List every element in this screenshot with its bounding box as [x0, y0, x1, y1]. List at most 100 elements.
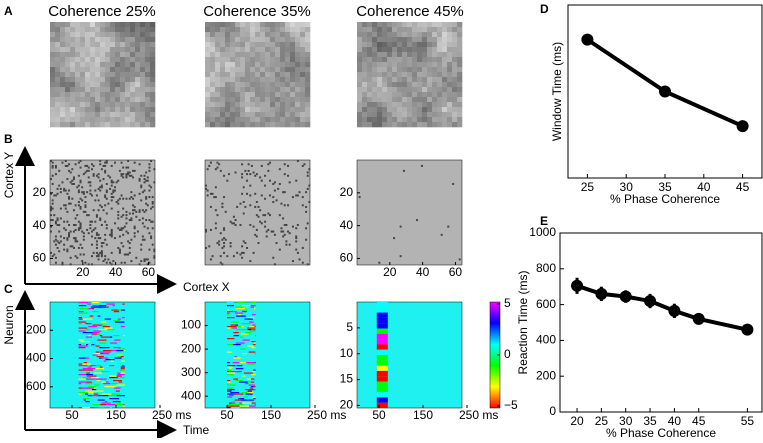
spike-dot [91, 168, 93, 170]
spike-dot [302, 204, 304, 206]
spike-dot [98, 199, 100, 201]
noise-pixel [100, 92, 105, 97]
spike-dot [78, 162, 80, 164]
noise-pixel [250, 22, 255, 27]
noise-pixel [447, 82, 452, 87]
noise-pixel [305, 117, 310, 122]
noise-pixel [280, 37, 285, 42]
activity [227, 406, 236, 407]
spike-dot [76, 186, 78, 188]
noise-pixel [407, 67, 412, 72]
noise-pixel [437, 42, 442, 47]
noise-pixel [120, 77, 125, 82]
noise-pixel [125, 32, 130, 37]
activity [245, 319, 247, 320]
activity [235, 308, 244, 309]
spike-dot [60, 235, 62, 237]
noise-pixel [367, 67, 372, 72]
noise-pixel [402, 27, 407, 32]
activity [227, 328, 231, 329]
activity [87, 332, 93, 333]
noise-pixel [110, 32, 115, 37]
noise-pixel [452, 22, 457, 27]
spike-dot [111, 208, 113, 210]
activity [101, 322, 106, 323]
spike-dot [276, 199, 278, 201]
activity [113, 380, 122, 381]
spike-dot [279, 249, 281, 251]
noise-pixel [230, 117, 235, 122]
noise-pixel [260, 122, 265, 127]
noise-pixel [145, 92, 150, 97]
activity [237, 319, 245, 320]
spike-dot [272, 183, 274, 185]
activity [236, 380, 243, 381]
spike-dot [58, 185, 60, 187]
noise-pixel [115, 87, 120, 92]
activity [114, 347, 121, 348]
noise-pixel [105, 22, 110, 27]
activity [246, 362, 255, 363]
noise-pixel [240, 92, 245, 97]
noise-pixel [220, 52, 225, 57]
activity [121, 367, 125, 368]
spike-dot [212, 255, 214, 257]
noise-pixel [387, 42, 392, 47]
noise-pixel [372, 72, 377, 77]
noise-pixel [135, 77, 140, 82]
spike-dot [285, 240, 287, 242]
spike-dot [215, 209, 217, 211]
noise-pixel [125, 122, 130, 127]
spike-dot [63, 244, 65, 246]
activity [227, 331, 230, 332]
spike-dot [148, 232, 150, 234]
noise-pixel [225, 22, 230, 27]
activity [113, 335, 119, 336]
noise-pixel [305, 57, 310, 62]
noise-pixel [95, 47, 100, 52]
spike-dot [93, 175, 95, 177]
activity [377, 350, 388, 355]
y-tick-label: 20 [340, 398, 354, 412]
activity [232, 403, 236, 404]
noise-pixel [265, 87, 270, 92]
activity [247, 319, 253, 320]
line [587, 40, 742, 127]
noise-pixel [437, 67, 442, 72]
noise-pixel [300, 112, 305, 117]
noise-pixel [250, 27, 255, 32]
point [741, 324, 753, 336]
noise-pixel [250, 97, 255, 102]
activity [109, 362, 118, 363]
x-tick-label: 60 [142, 265, 156, 279]
noise-pixel [110, 87, 115, 92]
activity [106, 404, 115, 405]
noise-pixel [367, 102, 372, 107]
spike-dot [274, 263, 276, 265]
noise-pixel [442, 82, 447, 87]
activity [113, 320, 119, 321]
spike-dot [106, 213, 108, 215]
spike-dot [289, 244, 291, 246]
activity [249, 406, 256, 407]
y-tick-label: 1000 [529, 225, 556, 239]
spike-dot [63, 221, 65, 223]
noise-pixel [392, 92, 397, 97]
noise-pixel [95, 57, 100, 62]
activity [104, 379, 107, 380]
activity [253, 398, 255, 399]
activity [245, 389, 253, 390]
noise-pixel [357, 62, 362, 67]
activity [251, 302, 255, 303]
activity [79, 392, 88, 393]
noise-pixel [250, 32, 255, 37]
spike-dot [94, 237, 96, 239]
noise-pixel [265, 42, 270, 47]
spike-dot [144, 226, 146, 228]
spike-dot [106, 191, 108, 193]
noise-pixel [362, 32, 367, 37]
noise-pixel [357, 87, 362, 92]
noise-pixel [65, 57, 70, 62]
noise-pixel [372, 82, 377, 87]
activity [122, 364, 125, 365]
